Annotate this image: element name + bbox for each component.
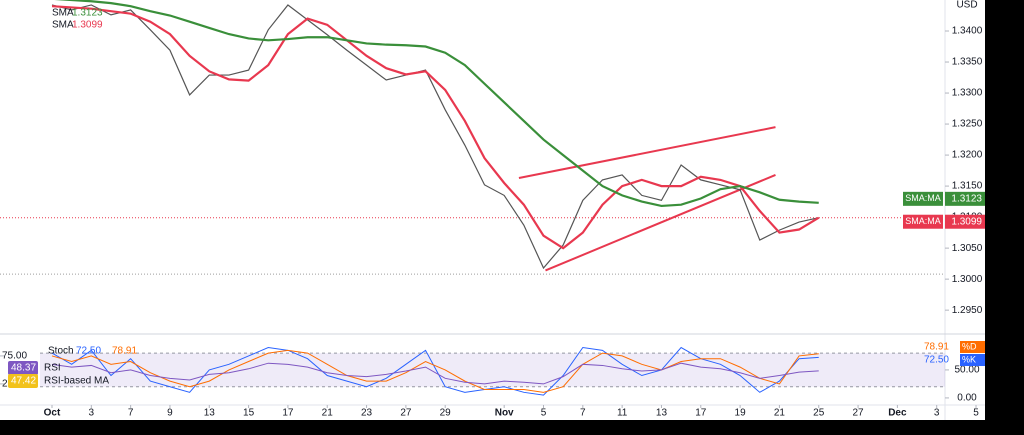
x-tick-label: 13 (656, 408, 668, 419)
series-tag: SMA:MA (905, 193, 941, 203)
x-tick-label: 23 (361, 408, 373, 419)
price-tag-value: 1.3123 (951, 193, 982, 204)
x-tick-label: 29 (440, 408, 452, 419)
price-tag-box (945, 191, 985, 206)
x-tick-label: 9 (167, 408, 173, 419)
x-tick-label: 11 (617, 408, 628, 419)
series-line (51, 4, 819, 270)
y-tick-label: 75.00 (2, 351, 27, 362)
x-tick-label: Dec (888, 408, 907, 419)
y-tick-label: 1.3050 (952, 243, 983, 254)
series-tag-box (903, 214, 943, 229)
x-tick-label: 27 (400, 408, 412, 419)
tag-value: 72.50 (924, 355, 949, 366)
rsi-value-box (8, 361, 38, 375)
background (0, 0, 985, 420)
x-tick-label: 3 (89, 408, 95, 419)
y-tick-label: 1.3200 (952, 150, 983, 161)
y-tick-label: 1.3150 (952, 181, 983, 192)
series-tag-box (903, 191, 943, 206)
series-line (51, 346, 819, 396)
y-tick-label: 1.3000 (952, 274, 983, 285)
x-tick-label: 5 (973, 408, 979, 419)
rsi-ma-name: RSI-based MA (44, 376, 109, 387)
stoch-band (40, 353, 945, 387)
series-line (51, 349, 819, 393)
rsi-value: 48.37 (11, 363, 36, 374)
y-tick-label: 1.3400 (952, 26, 983, 37)
rsi-ma-value-box (8, 374, 38, 388)
legend-value: 72.50 (76, 346, 101, 357)
legend-value: 78.91 (112, 346, 137, 357)
y-tick-label: 50.00 (954, 365, 979, 376)
trendline (545, 174, 776, 272)
x-tick-label: 17 (282, 408, 294, 419)
y-tick-label: 1.3350 (952, 57, 983, 68)
series-line (51, 362, 819, 385)
series-line (51, 5, 820, 250)
x-tick-label: 21 (774, 408, 786, 419)
x-tick-label: Oct (44, 408, 61, 419)
tag-value: 78.91 (924, 342, 949, 353)
y-tick-label: 1.3300 (952, 88, 983, 99)
x-tick-label: 19 (735, 408, 747, 419)
x-tick-label: 21 (322, 408, 334, 419)
x-tick-label: 3 (934, 408, 940, 419)
tag-box (960, 354, 985, 366)
tag-name: %D (962, 341, 977, 351)
x-tick-label: 25 (813, 408, 825, 419)
y-tick-label: 1.3250 (952, 119, 983, 130)
indicator-title: Stoch (48, 346, 74, 357)
x-tick-label: Nov (495, 408, 514, 419)
rsi-ma-value: 47.42 (11, 376, 36, 387)
y-tick-label: 1.2950 (952, 305, 983, 316)
x-tick-label: 27 (852, 408, 864, 419)
x-tick-label: 7 (128, 408, 134, 419)
rsi-name: RSI (44, 363, 61, 374)
x-tick-label: 7 (580, 408, 586, 419)
legend-name: SMA (52, 8, 74, 19)
legend-value: 1.3123 (72, 8, 103, 19)
legend-value: 1.3099 (72, 20, 103, 31)
series-line (54, 0, 819, 208)
tag-box (960, 341, 985, 353)
y-tick-label: 0.00 (957, 393, 977, 404)
price-tag-value: 1.3099 (951, 216, 982, 227)
series-tag: SMA:MA (905, 216, 941, 226)
x-tick-label: 5 (541, 408, 547, 419)
currency-label: USD (956, 0, 977, 11)
x-tick-label: 13 (204, 408, 216, 419)
price-tag-box (945, 214, 985, 229)
tag-name: %K (962, 354, 976, 364)
x-tick-label: 17 (695, 408, 707, 419)
legend-name: SMA (52, 20, 74, 31)
x-tick-label: 15 (243, 408, 255, 419)
trendline (518, 126, 776, 180)
